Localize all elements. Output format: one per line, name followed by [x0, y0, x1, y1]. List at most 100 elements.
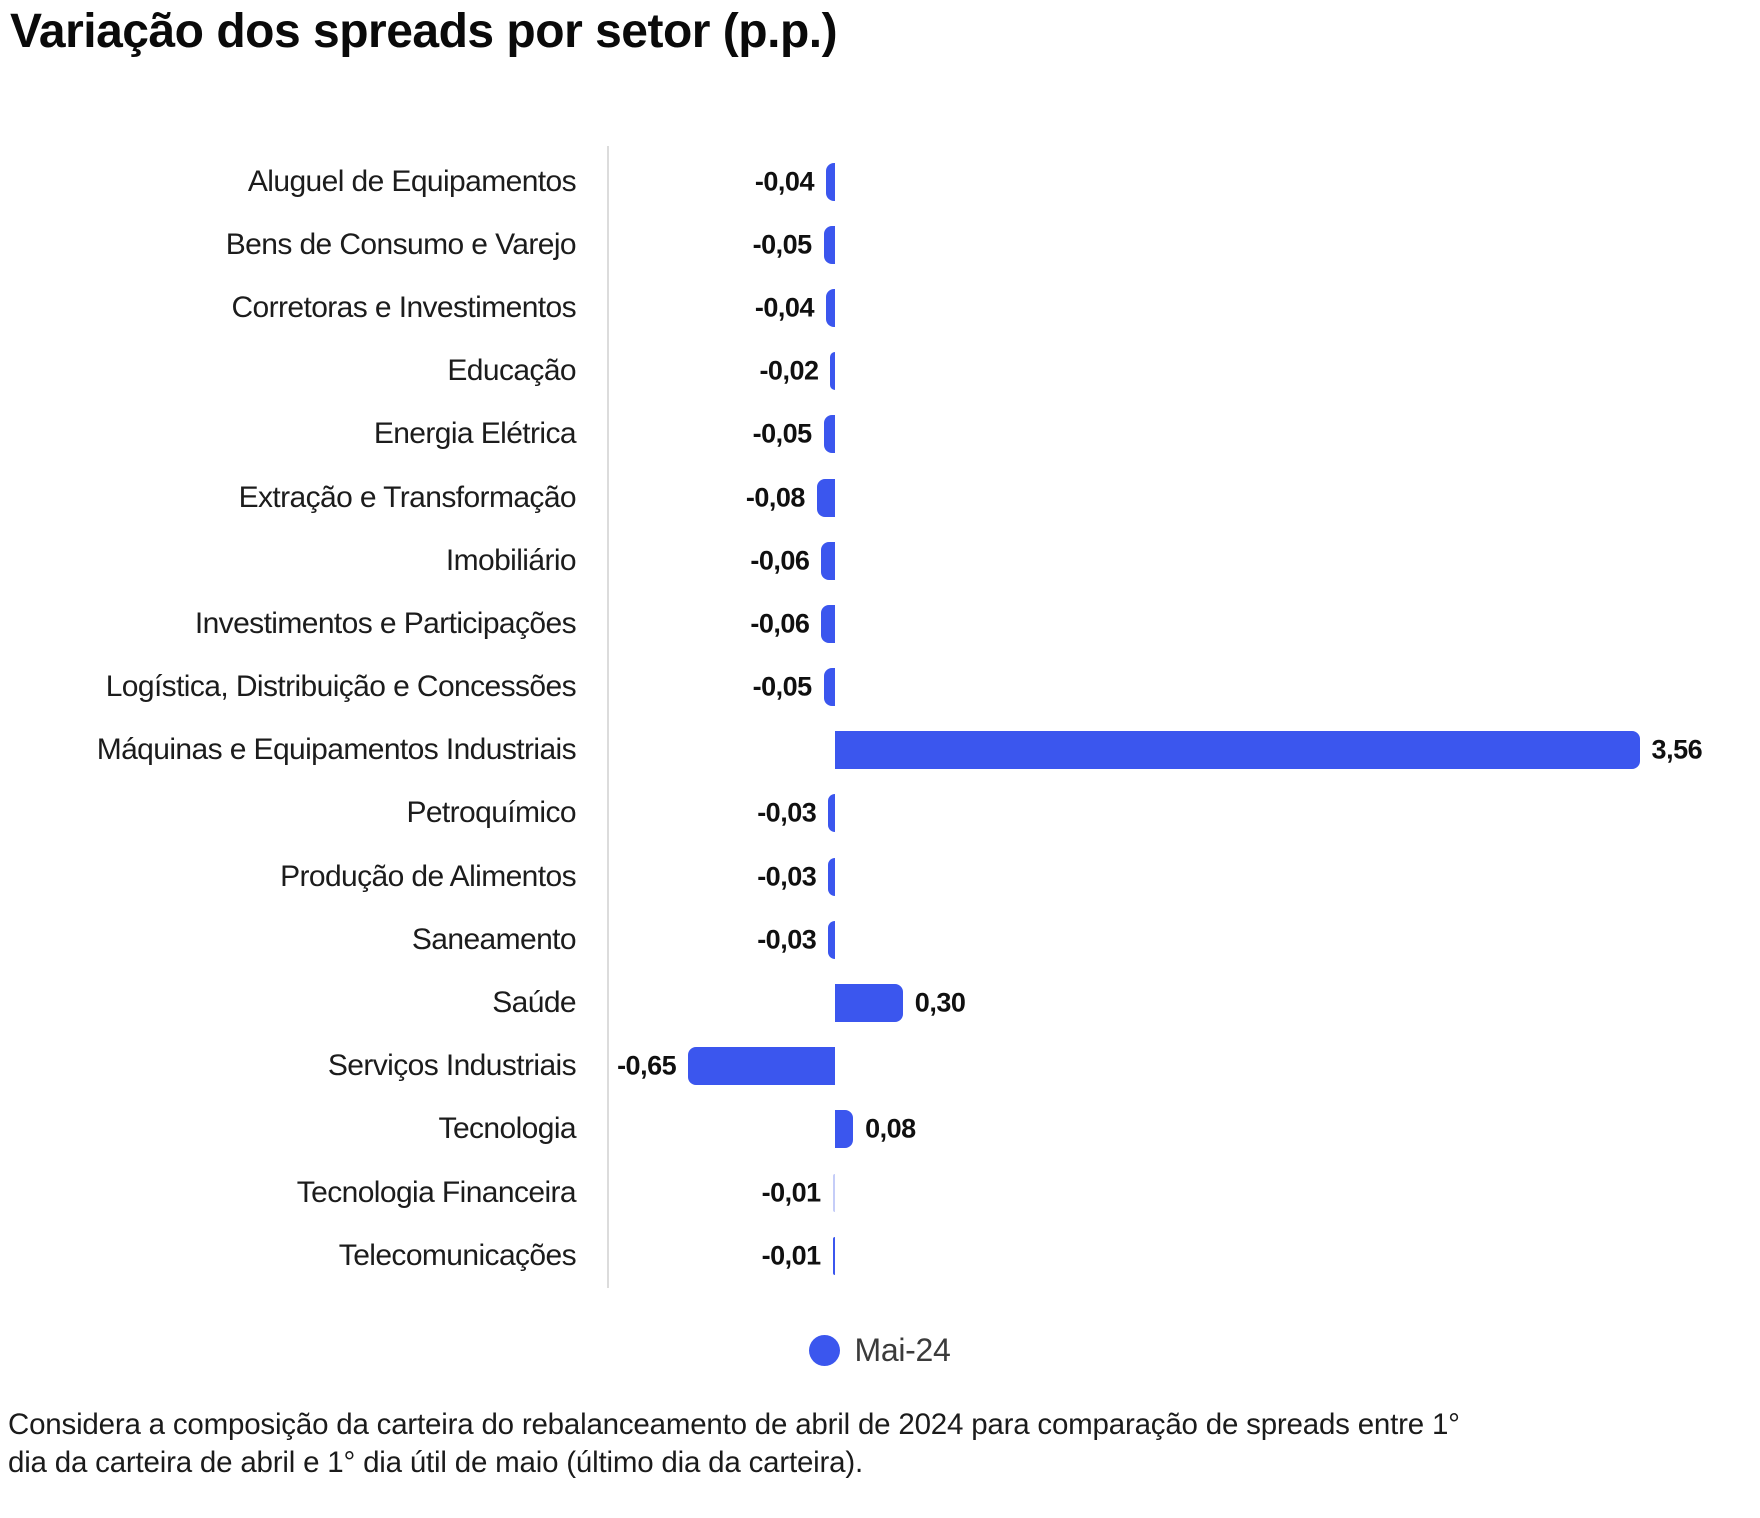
- legend-swatch-icon: [809, 1335, 841, 1366]
- bar-cell: 0,30: [608, 971, 1760, 1034]
- bar: [828, 794, 835, 833]
- bar: [823, 225, 835, 264]
- chart-title: Variação dos spreads por setor (p.p.): [10, 5, 838, 58]
- plot-area: Aluguel de Equipamentos -0,04 Bens de Co…: [0, 146, 1760, 1288]
- category-label: Saúde: [492, 986, 576, 1020]
- category-label: Petroquímico: [406, 796, 576, 830]
- bar: [830, 352, 835, 391]
- category-label: Máquinas e Equipamentos Industriais: [96, 733, 577, 767]
- chart-row: Petroquímico -0,03: [0, 782, 1760, 845]
- bar: [688, 1047, 835, 1086]
- category-label: Telecomunicações: [338, 1238, 577, 1272]
- value-label: -0,01: [761, 1177, 822, 1208]
- value-label: -0,03: [757, 797, 817, 828]
- value-label: 3,56: [1651, 734, 1703, 765]
- footnote-line-1: Considera a composição da carteira do re…: [8, 1408, 1460, 1441]
- footnote-line-2: dia da carteira de abril e 1° dia útil d…: [8, 1446, 863, 1479]
- legend-label: Mai-24: [854, 1332, 951, 1368]
- chart-row: Aluguel de Equipamentos -0,04: [0, 150, 1760, 213]
- bar-cell: -0,02: [608, 340, 1760, 403]
- chart-row: Extração e Transformação -0,08: [0, 466, 1760, 529]
- bar-cell: -0,01: [608, 1161, 1760, 1224]
- chart-row: Tecnologia Financeira -0,01: [0, 1161, 1760, 1224]
- chart-row: Investimentos e Participações -0,06: [0, 592, 1760, 655]
- value-label: -0,03: [757, 924, 817, 955]
- category-label: Produção de Alimentos: [280, 859, 577, 893]
- chart-row: Tecnologia 0,08: [0, 1098, 1760, 1161]
- bar-cell: -0,04: [608, 276, 1760, 339]
- bar: [835, 731, 1640, 770]
- value-label: -0,05: [752, 418, 813, 449]
- category-label: Educação: [447, 354, 576, 388]
- value-label: -0,02: [759, 355, 819, 386]
- value-label: -0,06: [750, 545, 810, 576]
- chart-row: Saúde 0,30: [0, 971, 1760, 1034]
- chart-row: Serviços Industriais -0,65: [0, 1035, 1760, 1098]
- bar: [816, 478, 835, 517]
- category-label: Imobiliário: [445, 543, 577, 577]
- bar: [825, 288, 835, 327]
- footnote: Considera a composição da carteira do re…: [8, 1406, 1748, 1482]
- bar-rows: Aluguel de Equipamentos -0,04 Bens de Co…: [0, 150, 1760, 1287]
- bar-cell: -0,65: [608, 1035, 1760, 1098]
- bar: [832, 1173, 835, 1212]
- chart-row: Telecomunicações -0,01: [0, 1224, 1760, 1287]
- bar-cell: -0,08: [608, 466, 1760, 529]
- value-label: -0,06: [750, 608, 810, 639]
- category-label: Serviços Industriais: [327, 1049, 577, 1083]
- chart-row: Imobiliário -0,06: [0, 529, 1760, 592]
- category-label: Energia Elétrica: [373, 417, 577, 451]
- category-label: Bens de Consumo e Varejo: [225, 227, 577, 261]
- bar-cell: -0,05: [608, 213, 1760, 276]
- legend: Mai-24: [0, 1332, 1760, 1369]
- bar-cell: -0,03: [608, 908, 1760, 971]
- legend-item-mai-24[interactable]: Mai-24: [809, 1332, 951, 1369]
- bar: [828, 920, 835, 959]
- value-label: -0,04: [754, 166, 815, 197]
- bar: [835, 984, 903, 1023]
- value-label: -0,05: [752, 229, 813, 260]
- category-label: Extração e Transformação: [238, 480, 577, 514]
- bar-cell: -0,03: [608, 845, 1760, 908]
- bar: [825, 162, 835, 201]
- bar: [832, 1236, 835, 1275]
- chart-row: Corretoras e Investimentos -0,04: [0, 276, 1760, 339]
- value-label: -0,65: [617, 1050, 677, 1081]
- bar: [828, 857, 835, 896]
- value-label: 0,08: [865, 1113, 916, 1144]
- bar: [821, 541, 835, 580]
- bar-cell: -0,01: [608, 1224, 1760, 1287]
- bar-cell: 0,08: [608, 1098, 1760, 1161]
- chart-row: Máquinas e Equipamentos Industriais 3,56: [0, 719, 1760, 782]
- chart-row: Logística, Distribuição e Concessões -0,…: [0, 656, 1760, 719]
- category-label: Logística, Distribuição e Concessões: [105, 670, 577, 704]
- bar-cell: -0,06: [608, 529, 1760, 592]
- bar-cell: -0,03: [608, 782, 1760, 845]
- category-label: Saneamento: [411, 922, 577, 956]
- chart-row: Bens de Consumo e Varejo -0,05: [0, 213, 1760, 276]
- category-label: Investimentos e Participações: [194, 606, 577, 640]
- value-label: -0,08: [745, 482, 806, 513]
- axis-line: [607, 146, 609, 1288]
- value-label: 0,30: [914, 987, 966, 1018]
- bar-cell: -0,05: [608, 656, 1760, 719]
- bar: [823, 415, 835, 454]
- value-label: -0,01: [761, 1240, 822, 1271]
- category-label: Tecnologia Financeira: [296, 1175, 577, 1209]
- value-label: -0,03: [757, 861, 817, 892]
- bar: [835, 1110, 854, 1149]
- value-label: -0,05: [752, 671, 813, 702]
- category-label: Tecnologia: [438, 1112, 577, 1146]
- value-label: -0,04: [754, 292, 815, 323]
- bar: [823, 668, 835, 707]
- chart-row: Produção de Alimentos -0,03: [0, 845, 1760, 908]
- chart-row: Energia Elétrica -0,05: [0, 403, 1760, 466]
- bar-cell: -0,04: [608, 150, 1760, 213]
- category-label: Corretoras e Investimentos: [231, 290, 576, 324]
- bar: [821, 604, 835, 643]
- chart-row: Educação -0,02: [0, 340, 1760, 403]
- bar-cell: -0,05: [608, 403, 1760, 466]
- bar-cell: -0,06: [608, 592, 1760, 655]
- bar-cell: 3,56: [608, 719, 1760, 782]
